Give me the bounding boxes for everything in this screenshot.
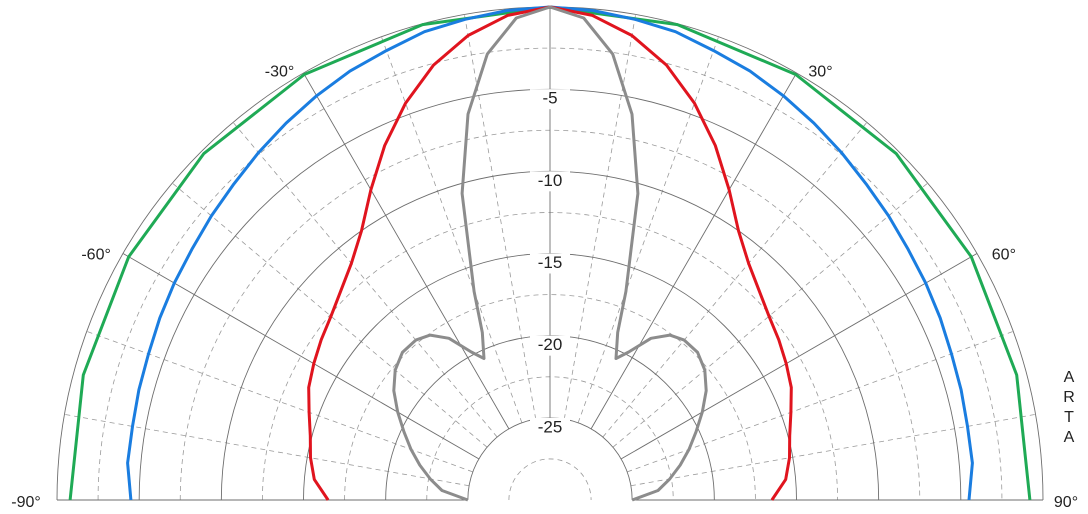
db-label-bg	[530, 171, 570, 192]
minor-spoke	[602, 122, 868, 438]
arta-watermark: A R T A	[1058, 368, 1080, 448]
minor-spoke	[630, 413, 1036, 487]
angle-tick-label: -30°	[265, 63, 295, 80]
angle-tick-label: 90°	[1054, 494, 1078, 511]
minor-spoke	[463, 14, 537, 420]
minor-spoke	[232, 122, 498, 438]
watermark-letter: A	[1063, 429, 1075, 446]
db-label-bg	[530, 253, 570, 274]
watermark-letter: A	[1063, 369, 1075, 386]
db-tick-label: -10	[538, 171, 563, 190]
minor-spoke	[627, 331, 1014, 473]
watermark-letter: R	[1063, 389, 1075, 406]
db-tick-label: -20	[538, 335, 563, 354]
db-tick-label: -25	[538, 417, 563, 436]
minor-ring	[344, 294, 756, 501]
minor-spoke	[612, 182, 928, 448]
db-tick-label: -5	[542, 89, 557, 108]
minor-spoke	[86, 331, 473, 473]
minor-spoke	[64, 413, 470, 487]
db-label-bg	[530, 89, 570, 110]
db-label-bg	[530, 417, 570, 438]
watermark-letter: T	[1064, 409, 1074, 426]
angle-tick-label: 60°	[992, 247, 1016, 264]
db-label-bg	[530, 335, 570, 356]
major-spoke	[590, 72, 797, 430]
major-spoke	[122, 253, 480, 460]
major-spoke	[303, 72, 510, 430]
angle-tick-label: -90°	[11, 494, 41, 511]
minor-spoke	[563, 14, 637, 420]
db-tick-label: -15	[538, 253, 563, 272]
angle-tick-label: 30°	[808, 63, 832, 80]
series-layer	[68, 5, 1032, 502]
labels-layer: -5 -10 -15 -20 -25 -90° -60° -30° 30° 60° 90°	[11, 63, 1078, 511]
minor-spoke	[172, 182, 488, 448]
major-spoke	[620, 253, 978, 460]
minor-spoke	[577, 36, 719, 423]
minor-ring	[508, 458, 592, 501]
series-line-4	[392, 5, 708, 502]
minor-spoke	[381, 36, 523, 423]
angle-tick-label: -60°	[81, 247, 111, 264]
